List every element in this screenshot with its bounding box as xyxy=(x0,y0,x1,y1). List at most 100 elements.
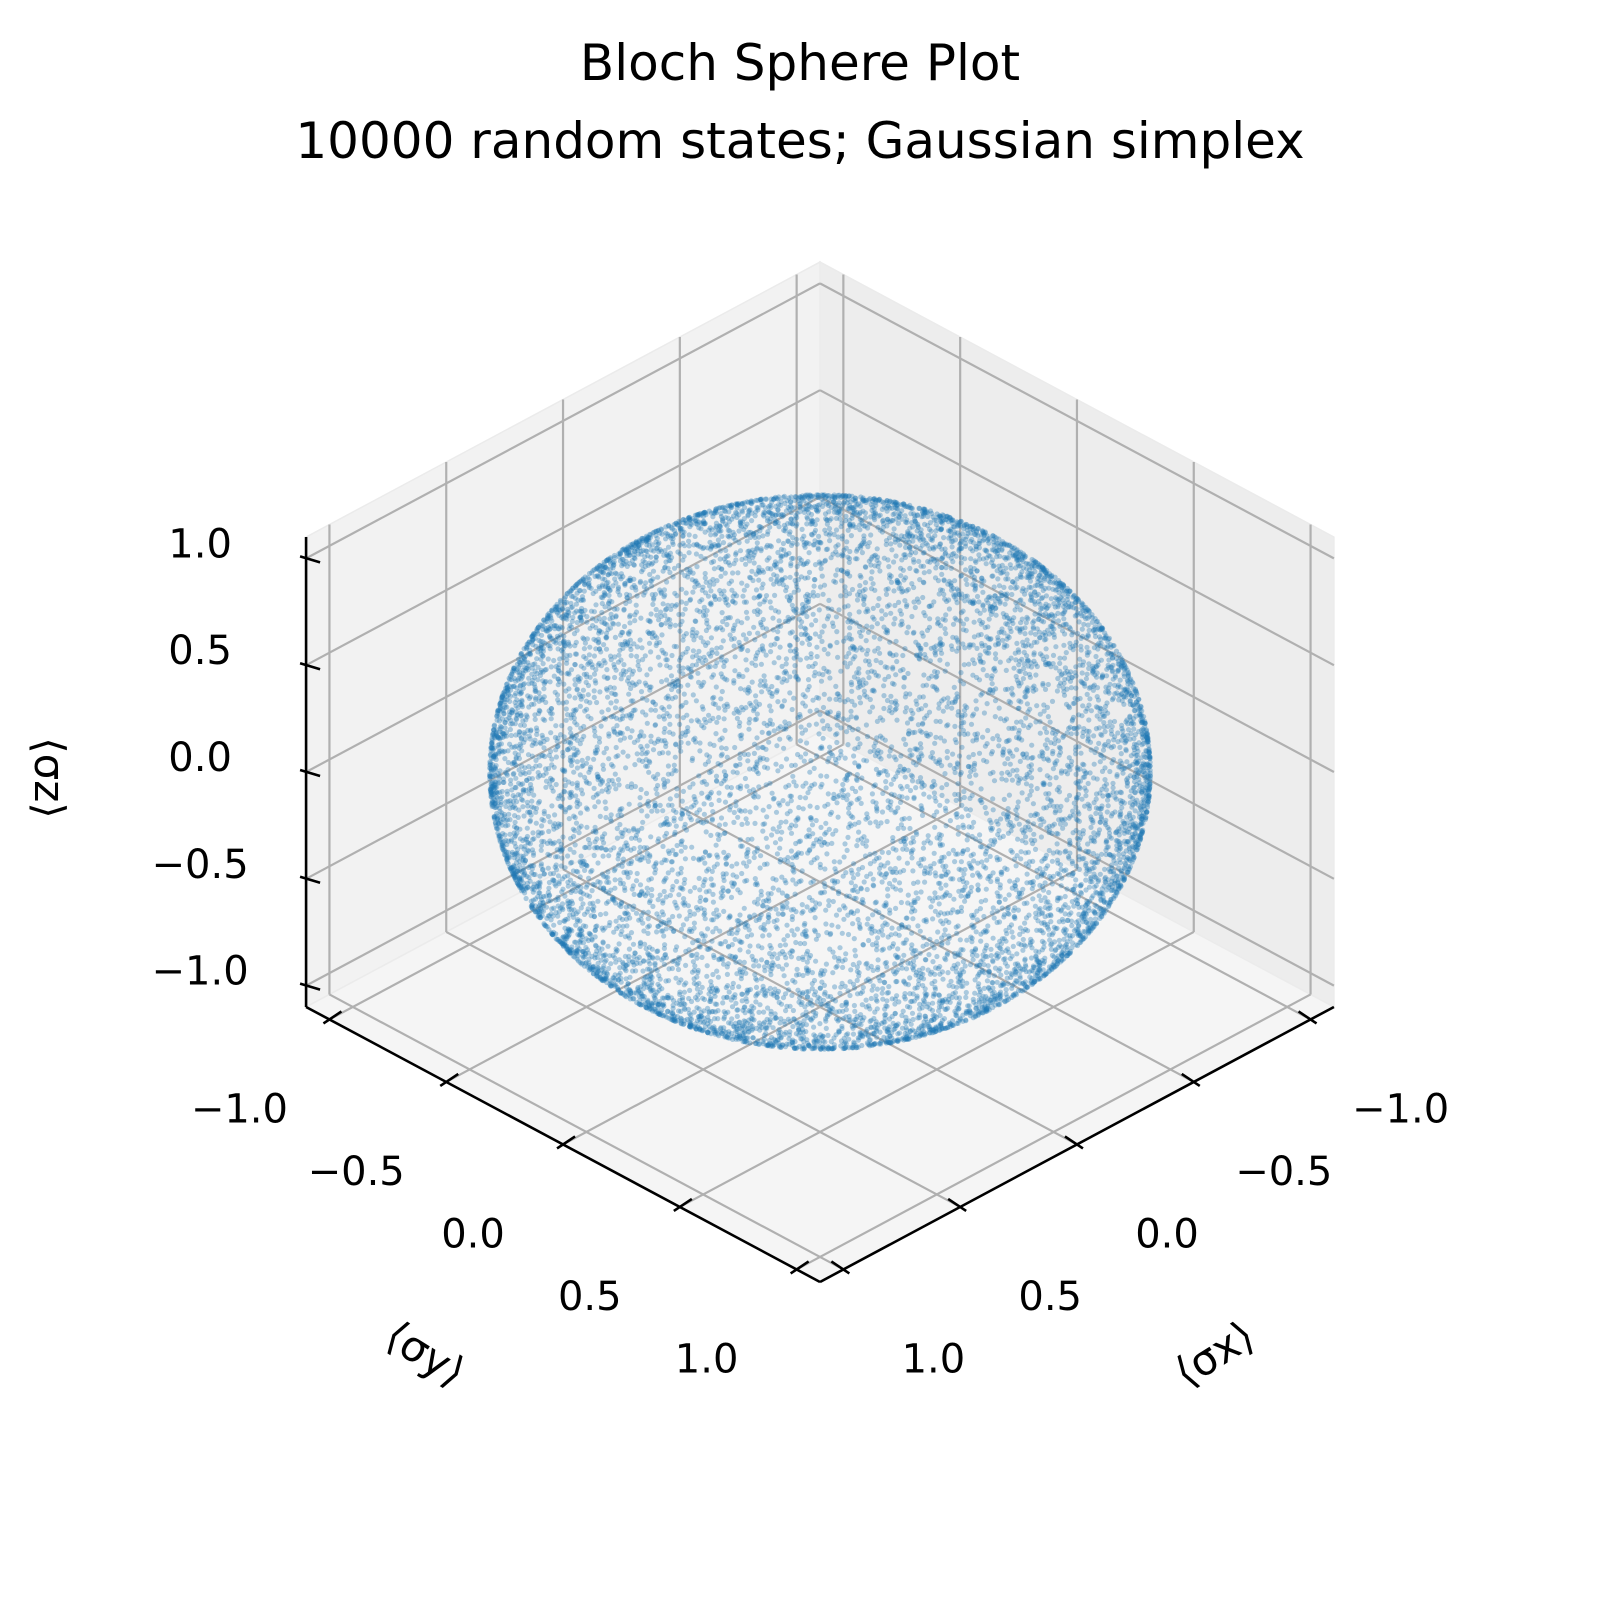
scatter-point xyxy=(606,853,612,859)
scatter-point xyxy=(685,682,691,688)
scatter-point xyxy=(905,624,912,630)
scatter-point xyxy=(619,730,625,736)
scatter-point xyxy=(811,583,817,589)
scatter-point xyxy=(633,832,639,839)
scatter-point xyxy=(723,615,729,622)
scatter-point xyxy=(867,851,873,857)
scatter-point xyxy=(571,769,577,775)
scatter-point xyxy=(874,546,880,552)
scatter-point xyxy=(783,1008,789,1014)
scatter-point xyxy=(776,538,782,544)
scatter-point xyxy=(892,700,898,706)
scatter-point xyxy=(732,744,738,751)
scatter-point xyxy=(784,811,790,817)
scatter-point xyxy=(808,758,814,764)
scatter-point xyxy=(1085,780,1091,787)
scatter-point xyxy=(907,991,913,997)
scatter-point xyxy=(1022,554,1028,561)
scatter-point xyxy=(1039,605,1045,611)
scatter-point xyxy=(953,969,959,975)
scatter-point xyxy=(594,573,600,579)
scatter-point xyxy=(1029,742,1035,748)
scatter-point xyxy=(986,553,992,559)
scatter-point xyxy=(1061,680,1067,686)
scatter-point xyxy=(1064,797,1070,803)
scatter-point xyxy=(681,989,688,995)
scatter-point xyxy=(952,723,958,730)
scatter-point xyxy=(670,574,676,580)
scatter-point xyxy=(958,893,964,899)
scatter-point xyxy=(1040,780,1046,786)
scatter-point xyxy=(1091,775,1097,781)
scatter-point xyxy=(745,836,751,843)
scatter-point xyxy=(595,860,601,866)
scatter-point xyxy=(879,879,885,885)
scatter-point xyxy=(614,947,620,954)
scatter-point xyxy=(556,626,562,632)
scatter-point xyxy=(814,804,820,811)
scatter-point xyxy=(607,684,613,690)
scatter-point xyxy=(852,947,858,953)
scatter-point xyxy=(821,840,828,846)
scatter-point xyxy=(686,538,692,544)
scatter-point xyxy=(1063,701,1070,707)
scatter-point xyxy=(869,624,875,630)
scatter-point xyxy=(796,1043,802,1050)
scatter-point xyxy=(882,1015,888,1021)
scatter-point xyxy=(911,584,917,591)
scatter-point xyxy=(592,927,598,934)
scatter-point xyxy=(1078,635,1084,642)
scatter-point xyxy=(932,650,938,656)
scatter-point xyxy=(896,880,903,886)
scatter-point xyxy=(1050,726,1056,733)
scatter-point xyxy=(810,589,816,595)
scatter-point xyxy=(553,754,560,760)
scatter-point xyxy=(648,547,654,553)
scatter-point xyxy=(770,960,776,966)
scatter-point xyxy=(1019,790,1025,796)
scatter-point xyxy=(512,693,518,699)
scatter-point xyxy=(903,1018,909,1024)
scatter-point xyxy=(488,748,494,754)
scatter-point xyxy=(672,622,679,628)
scatter-point xyxy=(845,931,852,938)
scatter-point xyxy=(560,906,566,913)
scatter-point xyxy=(751,912,758,918)
scatter-point xyxy=(644,801,650,807)
scatter-point xyxy=(767,703,773,709)
scatter-point xyxy=(691,911,698,917)
scatter-point xyxy=(1066,624,1072,630)
scatter-point xyxy=(879,990,885,996)
scatter-point xyxy=(794,966,800,973)
scatter-point xyxy=(994,878,1000,885)
scatter-point xyxy=(826,1045,832,1051)
scatter-point xyxy=(614,835,621,841)
scatter-point xyxy=(787,574,793,580)
scatter-point xyxy=(919,807,925,813)
scatter-point xyxy=(893,672,899,678)
scatter-point xyxy=(497,700,503,707)
scatter-point xyxy=(771,795,777,801)
scatter-point xyxy=(578,885,584,891)
scatter-point xyxy=(773,761,779,767)
scatter-point xyxy=(934,953,940,960)
scatter-point xyxy=(932,824,938,830)
scatter-point xyxy=(688,1012,694,1018)
scatter-point xyxy=(577,703,584,709)
scatter-point xyxy=(995,640,1002,647)
scatter-point xyxy=(739,580,745,586)
scatter-point xyxy=(633,540,640,547)
scatter-point xyxy=(897,887,904,893)
scatter-point xyxy=(551,657,557,664)
scatter-point xyxy=(677,622,683,628)
scatter-point xyxy=(913,746,920,752)
scatter-point xyxy=(1020,676,1026,682)
scatter-point xyxy=(889,547,895,553)
scatter-point xyxy=(670,958,676,965)
scatter-point xyxy=(807,815,814,821)
scatter-point xyxy=(714,660,720,666)
scatter-point xyxy=(573,793,579,799)
scatter-point xyxy=(768,945,774,951)
scatter-point xyxy=(1130,702,1136,708)
scatter-point xyxy=(546,828,552,835)
